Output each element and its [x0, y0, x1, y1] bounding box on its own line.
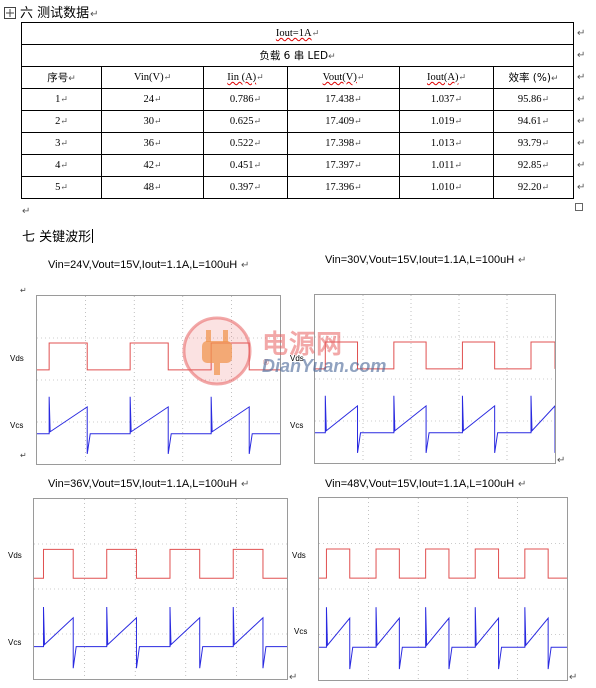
table-row: 5↵ 48↵ 0.397↵ 17.396↵ 1.010↵ 92.20↵: [21, 176, 574, 199]
vds-trace: [319, 548, 567, 579]
section-6-heading: 六 测试数据↵: [20, 6, 99, 21]
table-row: 1↵ 24↵ 0.786↵ 17.438↵ 1.037↵ 95.86↵: [21, 88, 574, 111]
vcs-label: Vcs: [10, 421, 24, 430]
watermark-en: DianYuan.com: [262, 356, 387, 376]
table-subtitle-row: 负载 6 串 LED↵: [21, 44, 574, 67]
vcs-label: Vcs: [8, 638, 22, 647]
waveform-caption: Vin=48V,Vout=15V,Iout=1.1A,L=100uH ↵: [325, 478, 527, 490]
vds-trace: [37, 342, 280, 371]
vcs-trace: [34, 606, 287, 669]
waveform-caption: Vin=24V,Vout=15V,Iout=1.1A,L=100uH ↵: [48, 259, 250, 271]
table-resize-handle[interactable]: [575, 203, 583, 211]
waveform-plot-24v: [36, 295, 281, 465]
scope-marker: ↵: [20, 451, 27, 460]
scope-grid: [319, 498, 567, 680]
vcs-label: Vcs: [294, 627, 308, 636]
scope-marker: ↵: [20, 286, 27, 295]
registered-icon: ®: [262, 358, 270, 367]
row-end-mark: ↵: [577, 182, 586, 193]
vcs-trace: [37, 396, 280, 454]
row-end-mark: ↵: [577, 160, 586, 171]
move-handle-icon[interactable]: [4, 4, 16, 23]
waveform-svg: [319, 498, 567, 680]
test-data-table: Iout=1A↵ 负载 6 串 LED↵ 序号↵ Vin(V)↵ Iin (A)…: [21, 22, 574, 199]
waveform-svg: [34, 499, 287, 679]
waveform-plot-30v: [314, 294, 556, 464]
waveform-caption: Vin=30V,Vout=15V,Iout=1.1A,L=100uH ↵: [325, 254, 527, 266]
vds-label: Vds: [8, 551, 22, 560]
watermark-cn: 电源网: [262, 330, 344, 360]
paragraph-mark: ↵: [557, 455, 566, 466]
table-row: 3↵ 36↵ 0.522↵ 17.398↵ 1.013↵ 93.79↵: [21, 132, 574, 155]
text-cursor: [92, 229, 94, 243]
watermark-plug-icon: [172, 316, 262, 390]
row-end-mark: ↵: [577, 50, 586, 61]
table-row: 4↵ 42↵ 0.451↵ 17.397↵ 1.011↵ 92.85↵: [21, 154, 574, 177]
row-end-mark: ↵: [577, 28, 586, 39]
vcs-trace: [315, 395, 555, 453]
waveform-plot-36v: [33, 498, 288, 680]
table-header-row: 序号↵ Vin(V)↵ Iin (A)↵ Vout(V)↵ Iout(A)↵ 效…: [21, 66, 574, 89]
vds-trace: [34, 548, 287, 579]
vcs-trace: [319, 607, 567, 670]
vcs-label: Vcs: [290, 421, 304, 430]
table-row: 2↵ 30↵ 0.625↵ 17.409↵ 1.019↵ 94.61↵: [21, 110, 574, 133]
waveform-caption: Vin=36V,Vout=15V,Iout=1.1A,L=100uH ↵: [48, 478, 250, 490]
waveform-svg: [37, 296, 280, 464]
table-title-row: Iout=1A↵: [21, 22, 574, 45]
paragraph-mark: ↵: [22, 206, 31, 217]
vds-label: Vds: [290, 354, 304, 363]
scope-grid: [315, 295, 555, 463]
paragraph-mark: ↵: [289, 672, 298, 683]
waveform-plot-48v: [318, 497, 568, 681]
vds-label: Vds: [10, 354, 24, 363]
row-end-mark: ↵: [577, 72, 586, 83]
row-end-mark: ↵: [577, 138, 586, 149]
section-7-heading: 七 关键波形: [22, 229, 94, 245]
waveform-svg: [315, 295, 555, 463]
row-end-mark: ↵: [577, 94, 586, 105]
paragraph-mark: ↵: [569, 672, 578, 683]
row-end-mark: ↵: [577, 116, 586, 127]
scope-grid: [34, 499, 287, 679]
vds-label: Vds: [292, 551, 306, 560]
scope-grid: [37, 296, 280, 464]
vds-trace: [315, 341, 555, 370]
